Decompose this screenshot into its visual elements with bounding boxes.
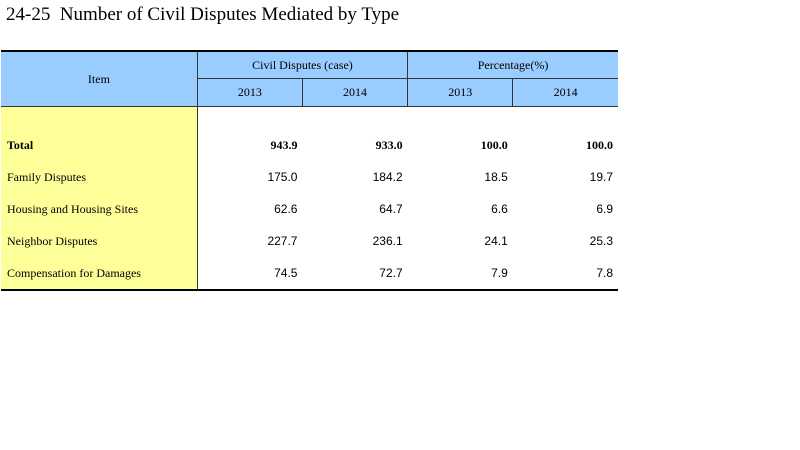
- row-label: Neighbor Disputes: [1, 225, 198, 257]
- cell-value: 100.0: [586, 137, 613, 152]
- table-row-total: Total 943.9 933.0 100.0 100.0: [1, 129, 618, 161]
- percentage-group-header: Percentage(%): [407, 50, 618, 79]
- cell-value: 6.9: [596, 202, 613, 216]
- cell-value: 227.7: [267, 234, 298, 248]
- cell-value: 7.8: [512, 257, 618, 291]
- row-label: Compensation for Damages: [1, 257, 198, 291]
- page-title: 24-25 Number of Civil Disputes Mediated …: [6, 4, 400, 25]
- cell-value: 933.0: [375, 137, 403, 152]
- cell-value: 236.1: [372, 234, 403, 248]
- cell-value: 62.6: [274, 202, 298, 216]
- cell-value: 7.9: [407, 257, 513, 291]
- cell-value: 18.5: [484, 170, 508, 184]
- cell-value: 184.2: [372, 170, 403, 184]
- cell-value: 25.3: [589, 234, 613, 248]
- cell-value: 74.5: [197, 257, 303, 291]
- cell-value: 72.7: [302, 257, 408, 291]
- table-row: Compensation for Damages 74.5 72.7 7.9 7…: [1, 257, 618, 291]
- table-row: Neighbor Disputes 227.7 236.1 24.1 25.3: [1, 225, 618, 257]
- row-label: Total: [1, 129, 198, 161]
- table-row: Housing and Housing Sites 62.6 64.7 6.6 …: [1, 193, 618, 225]
- row-label: Housing and Housing Sites: [1, 193, 198, 225]
- cell-value: 24.1: [484, 234, 508, 248]
- table-row: Family Disputes 175.0 184.2 18.5 19.7: [1, 161, 618, 193]
- year-header-percent-2013: 2013: [407, 78, 514, 107]
- disputes-table: Item Civil Disputes (case) Percentage(%)…: [1, 50, 618, 291]
- year-header-cases-2013: 2013: [197, 78, 303, 107]
- cell-value: 64.7: [379, 202, 403, 216]
- spacer-row: [1, 106, 618, 129]
- cell-value: 100.0: [480, 137, 508, 152]
- cell-value: 175.0: [267, 170, 298, 184]
- cell-value: 19.7: [589, 170, 613, 184]
- cell-value: 943.9: [270, 137, 298, 152]
- item-column-header: Item: [1, 50, 198, 107]
- year-header-percent-2014: 2014: [512, 78, 618, 107]
- year-header-cases-2014: 2014: [302, 78, 409, 107]
- row-label: Family Disputes: [1, 161, 198, 193]
- cell-value: 6.6: [491, 202, 508, 216]
- civil-disputes-group-header: Civil Disputes (case): [197, 50, 409, 79]
